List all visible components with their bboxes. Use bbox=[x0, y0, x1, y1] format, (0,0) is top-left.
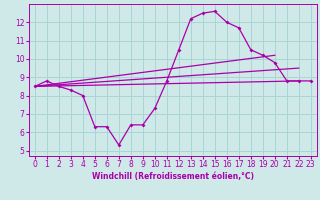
X-axis label: Windchill (Refroidissement éolien,°C): Windchill (Refroidissement éolien,°C) bbox=[92, 172, 254, 181]
